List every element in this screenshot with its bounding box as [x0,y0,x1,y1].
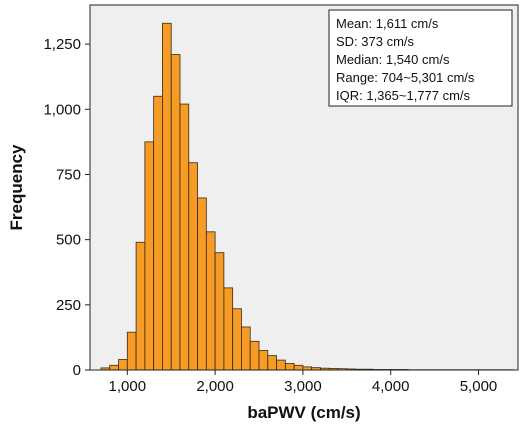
histogram-bar [171,55,180,370]
stats-range: Range: 704~5,301 cm/s [336,70,475,85]
histogram-bar [119,360,128,370]
histogram-bar [110,365,119,370]
histogram-bar [206,232,215,370]
x-tick-label: 3,000 [284,378,322,395]
x-tick-label: 1,000 [109,378,147,395]
histogram-bar [215,253,224,370]
histogram-bar [180,104,189,370]
histogram-bar [259,350,268,370]
histogram-bar [154,96,163,370]
y-tick-label: 250 [56,297,81,314]
stats-mean: Mean: 1,611 cm/s [336,16,439,31]
histogram-bar [127,332,136,370]
histogram-bar [268,356,277,370]
x-tick-label: 2,000 [196,378,234,395]
stats-iqr: IQR: 1,365~1,777 cm/s [336,88,471,103]
y-tick-label: 750 [56,166,81,183]
y-tick-label: 1,250 [43,36,81,53]
y-tick-label: 0 [73,362,81,379]
histogram-bar [162,23,171,370]
histogram-bar [198,198,207,370]
histogram-bar [285,363,294,370]
x-tick-label: 5,000 [460,378,498,395]
histogram-bar [145,142,154,370]
y-axis-label: Frequency [7,144,26,231]
histogram-bar [233,309,242,370]
y-tick-label: 1,000 [43,101,81,118]
histogram-bar [224,288,233,370]
histogram-bar [136,242,145,370]
stats-median: Median: 1,540 cm/s [336,52,450,67]
histogram-bar [277,360,286,370]
x-tick-label: 4,000 [372,378,410,395]
histogram-bar [241,327,250,370]
x-axis-label: baPWV (cm/s) [247,403,360,422]
y-tick-label: 500 [56,232,81,249]
histogram-bar [189,163,198,370]
histogram-bar [294,365,303,370]
histogram-bar [250,341,259,370]
stats-sd: SD: 373 cm/s [336,34,415,49]
stats-box: Mean: 1,611 cm/s SD: 373 cm/s Median: 1,… [329,10,512,106]
